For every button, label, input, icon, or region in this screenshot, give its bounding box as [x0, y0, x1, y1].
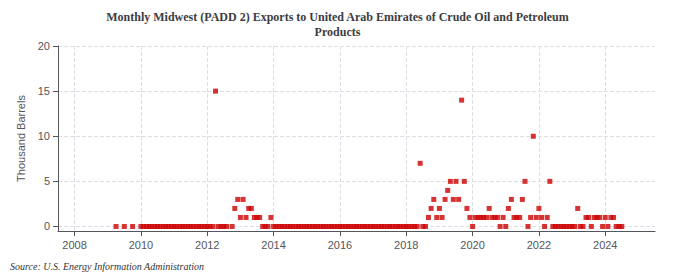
svg-text:2022: 2022 — [527, 239, 551, 251]
svg-text:Source: U.S. Energy Informatio: Source: U.S. Energy Information Administ… — [10, 261, 204, 272]
svg-text:2014: 2014 — [261, 239, 285, 251]
svg-text:2016: 2016 — [328, 239, 352, 251]
svg-text:Monthly Midwest (PADD 2) Expor: Monthly Midwest (PADD 2) Exports to Unit… — [106, 10, 569, 24]
svg-text:2024: 2024 — [593, 239, 617, 251]
svg-text:5: 5 — [44, 175, 50, 187]
svg-text:2018: 2018 — [394, 239, 418, 251]
svg-text:2010: 2010 — [129, 239, 153, 251]
svg-text:2012: 2012 — [195, 239, 219, 251]
svg-text:15: 15 — [38, 85, 50, 97]
svg-text:Thousand Barrels: Thousand Barrels — [15, 95, 27, 182]
svg-text:2020: 2020 — [460, 239, 484, 251]
svg-text:20: 20 — [38, 40, 50, 52]
svg-text:10: 10 — [38, 130, 50, 142]
svg-text:0: 0 — [44, 220, 50, 232]
svg-text:2008: 2008 — [62, 239, 86, 251]
svg-text:Products: Products — [315, 25, 361, 39]
